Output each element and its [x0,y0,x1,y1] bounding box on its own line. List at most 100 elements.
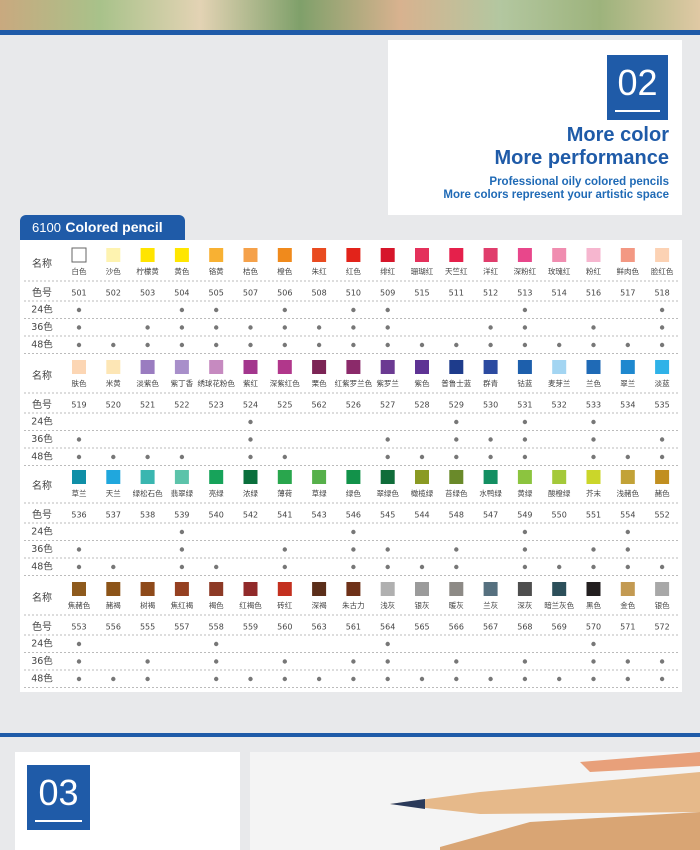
set-dot [625,564,630,570]
color-code: 501 [71,289,86,298]
set-dot [385,454,390,460]
color-code: 566 [449,623,464,632]
color-name: 黄绿 [517,488,532,498]
color-swatch [483,582,498,596]
set-dot [454,564,459,570]
color-code: 548 [449,511,464,520]
color-swatch [380,582,395,596]
color-code: 572 [654,623,669,632]
color-name: 兰灰 [483,600,498,610]
color-swatch [312,248,327,262]
set-dot [316,325,322,330]
set-dot [385,437,390,442]
color-name: 酸橙绿 [548,488,571,498]
color-name: 铬黄 [209,266,224,276]
set-dot [76,342,82,348]
color-code: 553 [71,623,86,632]
set-label: 36色 [31,655,53,667]
color-code: 516 [586,289,601,298]
set-dot [557,564,562,570]
color-code: 543 [311,511,326,520]
color-code: 506 [277,289,292,298]
color-code: 571 [620,623,635,632]
color-name: 翠兰 [620,378,635,388]
set-dot [659,307,665,313]
color-name: 脸红色 [651,266,674,276]
color-code: 526 [346,401,361,410]
set-dot [282,325,287,330]
color-code: 536 [71,511,86,520]
row-label: 名称 [32,257,52,270]
color-swatch [483,360,498,374]
color-code: 542 [243,511,258,520]
color-code: 520 [106,401,121,410]
color-swatch [209,470,224,484]
subtitle-line: Professional oily colored pencils [489,176,669,188]
set-dot [522,325,528,330]
color-name: 浅灰 [380,600,395,610]
color-swatch [415,470,429,484]
color-code: 554 [620,511,635,520]
set-dot [214,676,219,682]
color-name: 深灰 [517,600,532,610]
color-code: 559 [243,623,258,632]
color-name: 洋红 [483,266,498,276]
set-dot [179,564,185,570]
color-name: 紫罗兰 [376,378,399,388]
color-name: 焦赭色 [68,600,91,610]
set-dot [522,419,528,425]
color-swatch [174,582,189,596]
set-dot [282,676,287,682]
color-name: 树褐 [140,600,155,610]
color-swatch [140,470,155,484]
color-code: 517 [620,289,635,298]
set-dot [282,659,287,664]
color-name: 紫红 [243,378,258,388]
set-label: 24色 [31,526,53,538]
set-label: 24色 [31,638,53,650]
color-code: 539 [174,511,189,520]
color-name: 亮绿 [209,488,224,498]
set-dot [557,676,562,682]
set-dot [591,419,596,425]
color-code: 530 [483,401,498,410]
color-name: 赭褐 [106,600,121,610]
color-swatch [346,248,361,262]
row-label: 名称 [32,369,52,382]
set-label: 36色 [31,321,53,333]
color-swatch [106,582,121,596]
color-swatch [517,582,532,596]
set-dot [385,307,390,313]
set-dot [659,437,665,442]
set-dot [145,454,150,460]
color-name: 钴蓝 [517,378,532,388]
set-dot [145,659,150,664]
divider [0,30,700,35]
color-code: 550 [552,511,567,520]
color-name: 水鸭绿 [479,488,502,498]
color-name: 红褐色 [239,600,262,610]
color-code: 535 [654,401,669,410]
color-name: 麦芽兰 [548,378,571,388]
row-label: 色号 [32,508,52,521]
set-dot [351,307,356,313]
color-swatch [415,582,429,596]
footer-card: 03 [15,752,240,850]
color-swatch [277,470,292,484]
tab-title: Colored pencil [65,219,163,235]
subtitle: Professional oily colored pencils More c… [443,176,669,202]
color-code: 562 [311,401,326,410]
color-name: 普鲁士蓝 [441,378,471,388]
set-dot [145,325,150,330]
banner-image [0,0,700,30]
color-swatch [552,360,567,374]
color-swatch [449,582,464,596]
set-dot [385,676,390,682]
set-dot [522,342,528,348]
set-dot [522,529,528,535]
color-name: 草绿 [312,488,327,498]
set-dot [385,342,390,348]
color-swatch [380,248,395,262]
color-name: 紫丁香 [171,378,194,388]
set-dot [659,564,665,570]
